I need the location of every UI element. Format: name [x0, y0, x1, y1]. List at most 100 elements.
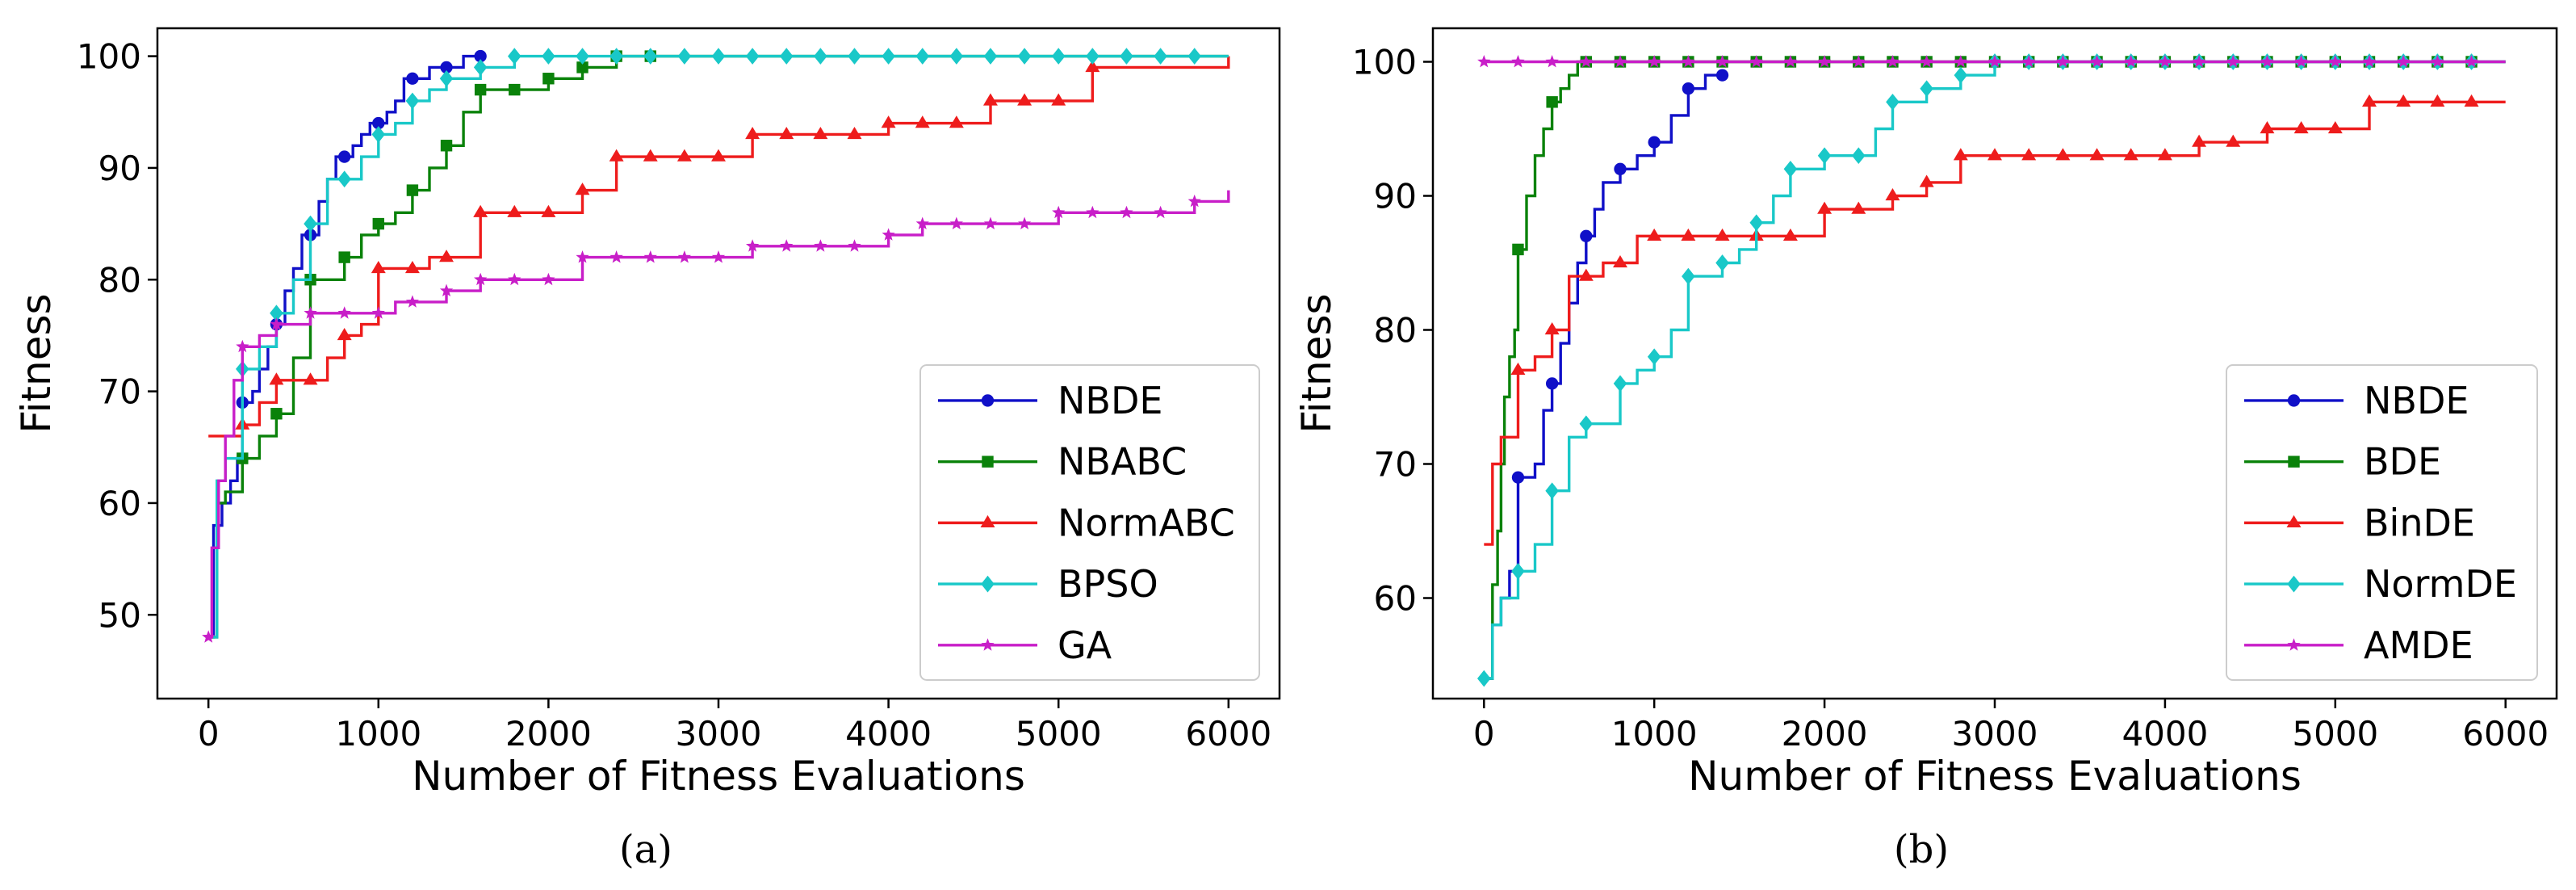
- panel-b-series-amde-marker: [1715, 55, 1729, 68]
- panel-a-series-nbabc-marker: [372, 217, 384, 230]
- panel-a-series-area: [202, 48, 1230, 643]
- panel-a-series-nbabc-marker: [270, 408, 283, 420]
- panel-a-series-ga-marker: [848, 239, 861, 252]
- panel-b-series-binde-marker: [2362, 94, 2377, 107]
- panel-b-series-amde-marker: [2158, 55, 2172, 68]
- panel-a-y-tick-label: 60: [98, 484, 141, 523]
- panel-a-series-normabc-marker: [643, 149, 658, 162]
- panel-b-series-binde-marker: [1885, 188, 1900, 201]
- panel-b-series-binde-marker: [1544, 322, 1560, 335]
- panel-a-series-normabc-marker: [541, 204, 556, 217]
- panel-b-series-binde-line: [1484, 100, 2506, 546]
- panel-b-legend-amde-label: AMDE: [2364, 623, 2473, 667]
- panel-a-series-normabc-marker: [745, 126, 760, 140]
- panel-a-series-normabc-marker: [1017, 93, 1032, 106]
- panel-b-series-amde-marker: [2124, 55, 2138, 68]
- panel-a-series-bpso-marker: [542, 48, 555, 65]
- panel-b-series-amde-marker: [1545, 55, 1559, 68]
- panel-b-y-tick-label: 60: [1374, 579, 1417, 619]
- panel-b-legend-binde-label: BinDE: [2364, 501, 2475, 544]
- panel-b-series-binde-marker: [2157, 148, 2172, 161]
- panel-b-legend-normde-label: NormDE: [2364, 562, 2517, 606]
- panel-a-series-nbabc-marker: [474, 83, 487, 96]
- panel-a-series-nbabc-marker: [542, 73, 555, 85]
- panel-a-series-normabc-marker: [1085, 59, 1100, 73]
- panel-b-series-bde-line: [1484, 60, 2506, 680]
- panel-b-series-nbde-marker: [1648, 136, 1661, 149]
- panel-a-series-nbde-marker: [474, 49, 487, 63]
- panel-a-legend: NBDE NBABC NormABC BPSO GA: [919, 364, 1260, 681]
- panel-a-series-ga-marker: [609, 250, 623, 263]
- panel-a-series-normabc-marker: [371, 260, 386, 274]
- panel-b-series-nbde-marker: [1682, 82, 1695, 95]
- panel-a-series-nbabc-marker: [576, 61, 589, 73]
- panel-b-series-binde-marker: [1715, 228, 1730, 241]
- panel-a-caption: (a): [619, 827, 672, 872]
- panel-b-y-axis-label: Fitness: [1293, 293, 1340, 433]
- panel-a-series-normabc-marker: [609, 149, 624, 162]
- panel-a-series-normabc-marker: [337, 327, 352, 341]
- panel-a-series-bpso-marker: [915, 48, 930, 65]
- panel-a-series-nbabc-marker: [338, 251, 350, 263]
- panel-b-series-binde-marker: [1987, 148, 2002, 161]
- panel-a-series-nbde-marker: [372, 116, 385, 130]
- panel-a-series-bpso-marker: [983, 48, 998, 65]
- panel-b-series-amde-marker: [1511, 55, 1525, 68]
- panel-b-series-amde-marker: [1648, 55, 1661, 68]
- panel-a-series-bpso-marker: [848, 48, 861, 65]
- panel-a: 0 1000 2000 3000 4000 5000 6000 50 60 70 80 90 100 N…: [13, 27, 1281, 872]
- panel-b-series-normde-marker: [1476, 670, 1491, 687]
- panel-a-series-ga-marker: [882, 228, 895, 241]
- panel-b-series-binde-marker: [2260, 121, 2275, 134]
- panel-b-series-amde-marker: [2226, 55, 2240, 68]
- panel-a-legend-nbde-label: NBDE: [1058, 379, 1162, 422]
- panel-b-series-binde-marker: [2226, 134, 2241, 147]
- panel-b-x-tick-label: 1000: [1611, 714, 1698, 754]
- panel-a-series-ga-marker: [949, 216, 963, 229]
- panel-b-series-binde-marker: [2055, 148, 2071, 161]
- panel-a-legend-bpso-marker: [981, 575, 995, 593]
- panel-a-series-ga-marker: [1018, 216, 1032, 229]
- panel-b-series-binde-marker: [1953, 148, 1968, 161]
- panel-a-legend-nbde-marker: [981, 394, 995, 407]
- panel-a-legend-nbabc-marker: [982, 455, 994, 468]
- panel-b-legend: NBDE BDE BinDE NormDE AMDE: [2226, 364, 2538, 681]
- panel-a-series-ga-marker: [1154, 205, 1167, 219]
- panel-b-series-amde-marker: [2431, 55, 2444, 68]
- panel-a-x-tick-label: 6000: [1185, 714, 1271, 754]
- panel-b-x-tick-label: 4000: [2122, 714, 2208, 754]
- panel-b-caption: (b): [1894, 827, 1949, 872]
- panel-a-series-bpso-marker: [814, 48, 827, 65]
- panel-b-series-area: [1476, 53, 2506, 687]
- panel-b-x-tick-label: 2000: [1782, 714, 1868, 754]
- panel-b-series-normde-marker: [1749, 214, 1764, 232]
- panel-a-series-normabc-marker: [507, 204, 522, 217]
- panel-b-series-nbde-marker: [1580, 229, 1593, 242]
- panel-b-series-amde-marker: [1818, 55, 1832, 68]
- panel-a-series-ga-marker: [337, 306, 351, 319]
- panel-a-series-bpso-marker: [677, 48, 692, 65]
- panel-b-series-normde-marker: [1682, 267, 1695, 285]
- panel-a-series-ga-marker: [576, 250, 589, 263]
- panel-a-x-tick-label: 3000: [676, 714, 762, 754]
- panel-b-series-binde-marker: [1681, 228, 1696, 241]
- panel-b-series-amde-marker: [1783, 55, 1797, 68]
- panel-a-series-ga-marker: [304, 306, 317, 319]
- panel-b-series-amde-marker: [1749, 55, 1763, 68]
- panel-a-series-ga-marker: [746, 239, 760, 252]
- panel-a-series-normabc-marker: [439, 250, 454, 262]
- panel-a-series-normabc-marker: [269, 372, 284, 385]
- panel-b-series-normde-marker: [1545, 482, 1559, 500]
- panel-b-series-nbde-marker: [1511, 471, 1525, 484]
- panel-a-y-tick-label: 90: [98, 149, 141, 188]
- panel-a-x-tick-label: 4000: [845, 714, 932, 754]
- panel-a-x-tick-label: 2000: [505, 714, 592, 754]
- panel-b-series-amde-marker: [1682, 55, 1695, 68]
- panel-b-series-binde-marker: [2430, 94, 2445, 107]
- panel-a-legend-bpso-label: BPSO: [1058, 562, 1158, 606]
- panel-a-series-ga-marker: [371, 306, 385, 319]
- panel-b-series-binde-marker: [1613, 255, 1627, 268]
- panel-a-series-normabc-marker: [779, 126, 794, 140]
- panel-b-series-binde-marker: [2327, 121, 2343, 134]
